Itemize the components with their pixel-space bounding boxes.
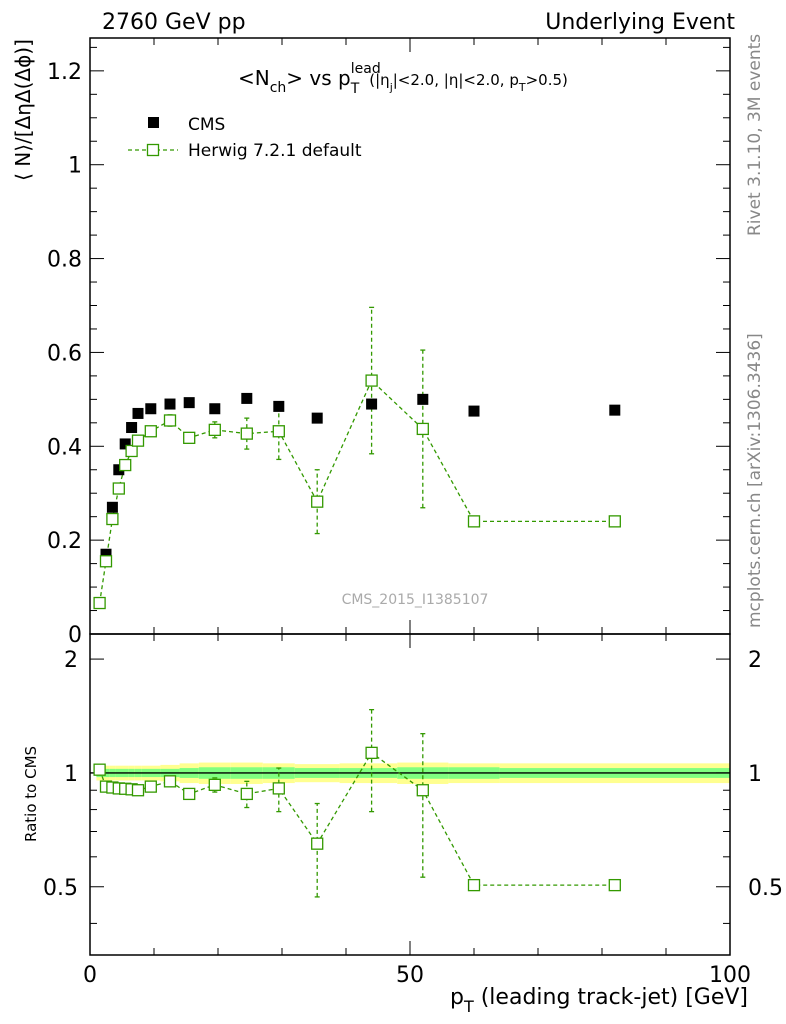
main-y-tick-label: 0.8 [47, 248, 82, 273]
cms-data-point [609, 404, 621, 416]
main-frame [89, 37, 731, 635]
ratio-y-tick-label-right: 2 [748, 648, 762, 673]
herwig-point [119, 458, 132, 472]
cms-data-point [366, 398, 378, 410]
herwig-point [183, 431, 196, 444]
main-y-tick-label: 0.2 [47, 529, 82, 554]
main-panel: 0 0.2 0.4 0.6 0.8 1 1.2 <Nch> vs plead T (|ηj|<2… [11, 37, 731, 648]
herwig-point [608, 515, 621, 528]
herwig-point [467, 515, 481, 528]
ratio-herwig-point [365, 746, 378, 759]
ratio-marks [93, 708, 621, 898]
herwig-point [365, 374, 378, 387]
cms-data-point [241, 392, 253, 404]
x-tick-label: 100 [709, 963, 751, 988]
ratio-herwig-point [311, 837, 324, 850]
ratio-y-tick-label-left: 0.5 [43, 876, 78, 901]
ratio-herwig-point [608, 878, 621, 892]
herwig-point [93, 596, 106, 610]
herwig-point [416, 422, 429, 436]
ratio-y-tick-label-left: 2 [64, 648, 78, 673]
main-y-tick-label: 0.6 [47, 341, 82, 366]
analysis-watermark: CMS_2015_I1385107 [342, 592, 489, 608]
herwig-point [131, 434, 145, 447]
herwig-point [272, 425, 285, 438]
x-tick-label: 50 [396, 963, 424, 988]
ratio-uncertainty-band [90, 762, 730, 784]
cms-data-point [209, 403, 221, 415]
herwig-point [106, 512, 119, 526]
cms-data-point [273, 400, 285, 412]
ratio-herwig-point [240, 787, 253, 801]
cms-data-point [468, 405, 480, 417]
cms-data-point [113, 464, 125, 476]
cms-data-point [417, 393, 429, 405]
cms-data-point [119, 438, 131, 450]
main-y-tick-labels: 0 0.2 0.4 0.6 0.8 1 1.2 [47, 60, 82, 648]
herwig-point [240, 427, 253, 440]
herwig-point [163, 414, 177, 427]
legend-marker-cms [148, 117, 159, 128]
ratio-herwig-point [131, 784, 145, 797]
cms-data-point [126, 422, 138, 434]
ratio-y-axis-label: Ratio to CMS [22, 746, 40, 842]
herwig-point [99, 555, 113, 568]
ratio-herwig-point [467, 878, 481, 892]
cms-data-point [132, 407, 144, 419]
header-left: 2760 GeV pp [102, 10, 246, 35]
cms-data-point [311, 412, 323, 424]
herwig-point [311, 495, 324, 508]
herwig-point [208, 423, 221, 437]
ratio-y-tick-label-right: 1 [748, 762, 762, 787]
x-axis-label: pT (leading track-jet) [GeV] [450, 985, 748, 1016]
ratio-herwig-point [163, 775, 177, 788]
main-ticks [89, 38, 731, 635]
ratio-herwig-point [416, 784, 429, 797]
x-tick-labels: 0 50 100 [83, 963, 751, 988]
ratio-panel: 0.5 0.5 1 1 2 2 0 50 100 Ratio to CMS pT (leadi… [22, 633, 783, 1016]
main-y-tick-label: 0 [68, 623, 82, 648]
ratio-herwig-point [183, 787, 196, 801]
main-title: <Nch> vs plead T (|ηj|<2.0, |η|<2.0, pT>0.… [238, 61, 568, 97]
ratio-herwig-point [93, 763, 106, 776]
ratio-y-tick-labels: 0.5 0.5 1 1 2 2 [43, 648, 783, 901]
main-y-tick-label: 1 [68, 154, 82, 179]
herwig-line [98, 379, 615, 604]
legend-label-herwig: Herwig 7.2.1 default [188, 141, 362, 161]
cms-data-point [106, 501, 118, 513]
header-right: Underlying Event [545, 10, 735, 35]
x-tick-label: 0 [83, 963, 97, 988]
cms-data-point [100, 548, 112, 560]
rivet-version-label: Rivet 3.1.10, 3M events [745, 34, 765, 236]
ratio-y-tick-label-right: 0.5 [748, 876, 783, 901]
legend-marker-herwig [146, 143, 160, 157]
main-marks [93, 306, 621, 610]
herwig-point [125, 444, 138, 458]
ratio-y-tick-label-left: 1 [64, 762, 78, 787]
herwig-point [112, 482, 125, 495]
main-y-axis-label: ⟨ N⟩/[ΔηΔ(Δϕ)] [11, 39, 35, 181]
main-y-tick-label: 0.4 [47, 435, 82, 460]
legend-label-cms: CMS [188, 115, 225, 135]
main-y-tick-label: 1.2 [47, 60, 82, 85]
ratio-herwig-point [144, 780, 157, 793]
ratio-herwig-point [208, 778, 221, 791]
cms-data-point [164, 398, 176, 410]
cms-data-point [145, 403, 157, 415]
ratio-herwig-point [272, 782, 285, 795]
herwig-point [144, 425, 157, 438]
mcplots-credit-label: mcplots.cern.ch [arXiv:1306.3436] [745, 333, 765, 628]
cms-data-point [183, 397, 195, 409]
